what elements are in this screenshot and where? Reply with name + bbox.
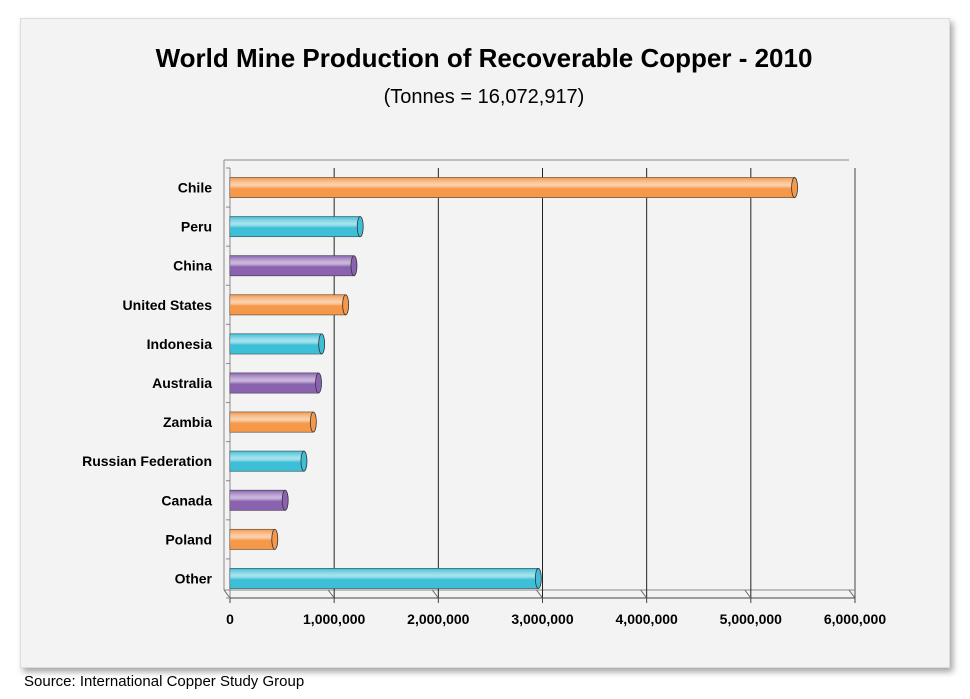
- gridline-floor: [744, 589, 752, 599]
- x-tick-label: 6,000,000: [824, 611, 886, 627]
- category-label: Canada: [161, 492, 212, 508]
- category-label: Chile: [178, 180, 212, 196]
- bar-chile: [229, 177, 798, 198]
- chart-subtitle: (Tonnes = 16,072,917): [383, 86, 585, 108]
- category-label: United States: [123, 297, 213, 313]
- chart-panel: [20, 18, 950, 668]
- bars-layer: [229, 177, 798, 589]
- grid-layer: [223, 159, 856, 603]
- x-tick-label: 3,000,000: [511, 611, 573, 627]
- chart-title: World Mine Production of Recoverable Cop…: [155, 43, 813, 73]
- bar-australia: [229, 372, 322, 394]
- bar-other: [229, 568, 542, 589]
- x-tick-label: 1,000,000: [303, 611, 365, 627]
- labels-layer: 0 1,000,000 2,000,000 3,000,000 4,000,000 5,0…: [82, 180, 886, 627]
- bar-russian-federation: [229, 450, 308, 472]
- gridline-floor: [327, 589, 335, 599]
- gridline-floor: [848, 589, 856, 599]
- gridline-floor: [536, 589, 543, 599]
- category-label: Russian Federation: [82, 453, 212, 469]
- category-label: Zambia: [163, 414, 212, 430]
- x-tick-label: 4,000,000: [616, 611, 678, 627]
- gridline-floor: [223, 589, 231, 599]
- category-label: China: [173, 258, 212, 274]
- category-label: Indonesia: [147, 336, 213, 352]
- source-note: Source: International Copper Study Group: [24, 673, 305, 690]
- bar-canada: [229, 489, 289, 511]
- x-tick-label: 0: [226, 611, 234, 627]
- bar-china: [229, 255, 358, 277]
- bar-peru: [229, 216, 364, 238]
- bar-poland: [229, 528, 279, 550]
- category-label: Other: [175, 570, 213, 586]
- bar-indonesia: [229, 333, 326, 355]
- gridline-floor: [431, 589, 439, 599]
- x-tick-label: 5,000,000: [720, 611, 782, 627]
- bar-zambia: [229, 411, 317, 433]
- category-label: Peru: [181, 219, 212, 235]
- category-label: Poland: [165, 531, 212, 547]
- bar-united-states: [229, 294, 350, 316]
- gridline-floor: [640, 589, 648, 599]
- x-tick-label: 2,000,000: [407, 611, 469, 627]
- category-label: Australia: [152, 375, 212, 391]
